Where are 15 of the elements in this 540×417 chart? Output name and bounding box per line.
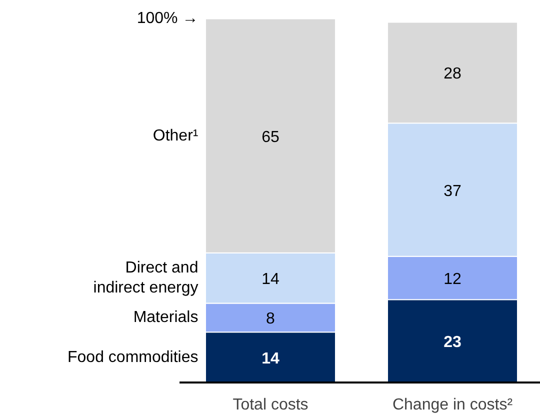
data-label: 8 <box>266 310 276 328</box>
data-label: 23 <box>444 334 462 352</box>
x-tick-label: Change in costs² <box>392 396 514 414</box>
data-label: 12 <box>444 271 462 288</box>
data-label: 28 <box>444 66 462 83</box>
data-label: 37 <box>444 182 462 200</box>
series-label: Food commodities <box>68 348 198 366</box>
series-label: Materials <box>133 309 198 326</box>
data-label: 14 <box>262 350 280 368</box>
series-label: Other¹ <box>152 127 198 144</box>
data-label: 65 <box>262 128 280 146</box>
x-tick-label: Total costs <box>232 396 308 414</box>
annotation: 100% → <box>136 10 198 28</box>
series-label: Direct and indirect energy <box>93 259 198 297</box>
data-label: 14 <box>262 271 280 288</box>
